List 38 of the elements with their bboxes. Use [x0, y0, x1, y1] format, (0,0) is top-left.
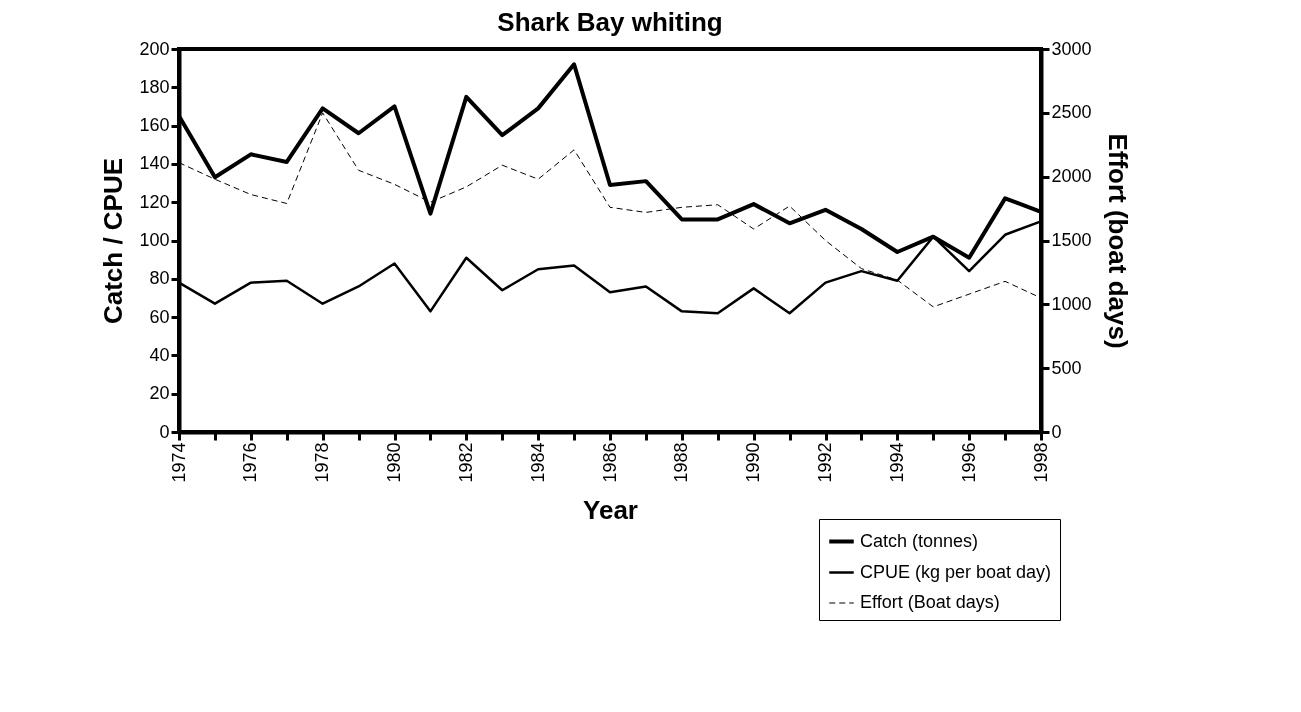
x-tick-label: 1980 — [384, 442, 404, 483]
legend-label: Catch (tonnes) — [860, 530, 979, 551]
x-tick-label: 1978 — [312, 442, 333, 483]
x-tick-label: 1976 — [240, 442, 261, 483]
y-tick-label: 60 — [149, 306, 170, 327]
chart-title: Shark Bay whiting — [497, 7, 723, 37]
y-tick-label: 200 — [139, 38, 170, 59]
y-tick-label: 20 — [149, 383, 170, 404]
y-tick-label: 100 — [139, 230, 170, 250]
x-tick-label: 1994 — [886, 442, 907, 483]
x-tick-label: 1996 — [958, 442, 979, 483]
y2-tick-label: 3000 — [1051, 38, 1092, 59]
x-tick-label: 1992 — [815, 442, 835, 483]
x-tick-label: 1982 — [455, 442, 476, 483]
y2-tick-label: 1500 — [1051, 230, 1092, 250]
x-tick-label: 1974 — [168, 442, 189, 483]
y-axis-title: Catch / CPUE — [98, 157, 129, 325]
y-tick-label: 120 — [139, 191, 170, 212]
y2-tick-label: 0 — [1051, 421, 1062, 442]
y2-tick-label: 2000 — [1051, 166, 1092, 187]
x-tick-label: 1990 — [743, 442, 764, 483]
legend-label: Effort (Boat days) — [860, 592, 1000, 612]
x-tick-label: 1988 — [671, 442, 692, 483]
x-tick-label: 1998 — [1030, 442, 1051, 483]
x-tick-label: 1984 — [527, 442, 548, 483]
y2-tick-label: 500 — [1051, 357, 1082, 378]
y-tick-label: 160 — [139, 115, 170, 136]
y2-axis-title: Effort (boat days) — [1102, 133, 1133, 349]
x-axis-title: Year — [583, 494, 638, 525]
y-tick-label: 0 — [159, 421, 170, 442]
y2-tick-label: 1000 — [1051, 293, 1092, 314]
x-tick-label: 1986 — [599, 442, 620, 483]
y-tick-label: 140 — [139, 153, 170, 174]
y2-tick-label: 2500 — [1051, 102, 1092, 123]
y-tick-label: 80 — [149, 268, 170, 289]
y-tick-label: 180 — [139, 76, 170, 97]
legend-label: CPUE (kg per boat day) — [860, 561, 1052, 582]
y-tick-label: 40 — [149, 344, 170, 365]
